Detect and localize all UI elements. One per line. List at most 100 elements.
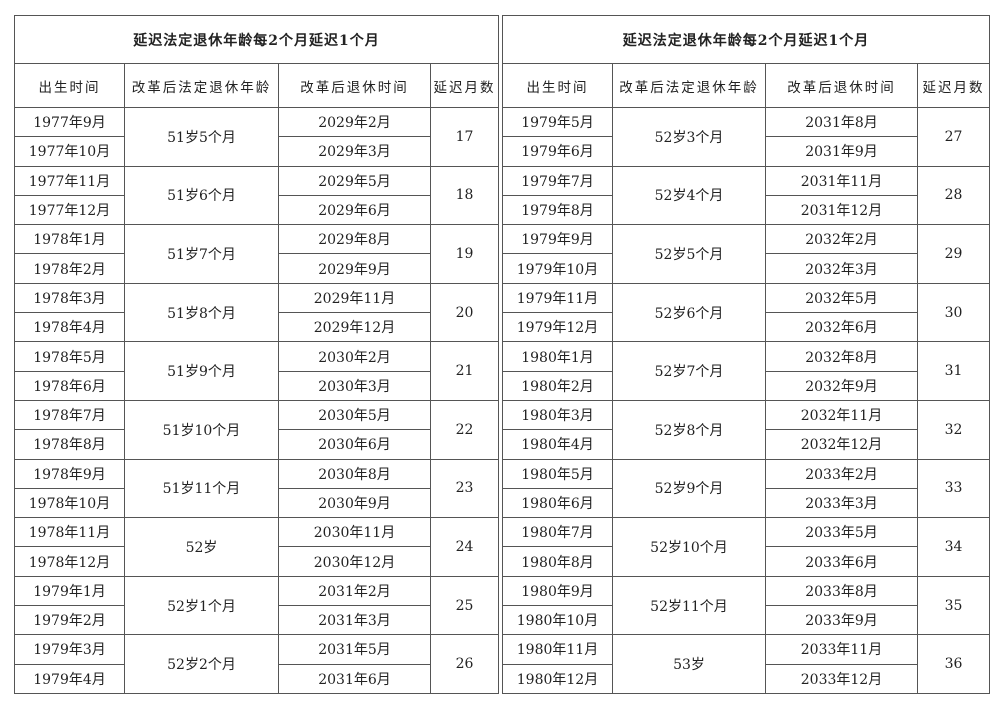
table-row: 1979年5月 52岁3个月 2031年8月 27 bbox=[502, 106, 991, 167]
retirement-date-cell: 2029年6月 bbox=[278, 194, 431, 226]
retirement-age-cell: 52岁3个月 bbox=[612, 107, 766, 167]
header-row: 出生时间 改革后法定退休年龄 改革后退休时间 延迟月数 bbox=[502, 63, 991, 108]
birth-date-cell: 1979年12月 bbox=[502, 312, 613, 343]
birth-date-cell: 1980年12月 bbox=[502, 663, 613, 694]
table-row: 1977年10月 2029年3月 bbox=[14, 136, 499, 167]
retirement-date-cell: 2033年3月 bbox=[765, 487, 918, 519]
birth-date-cell: 1980年7月 bbox=[502, 517, 613, 548]
retirement-date-cell: 2032年12月 bbox=[765, 429, 918, 460]
table-row: 1979年7月 52岁4个月 2031年11月 28 bbox=[502, 165, 991, 226]
table-row: 1978年10月 2030年9月 bbox=[14, 487, 499, 519]
retirement-date-cell: 2032年2月 bbox=[765, 224, 918, 255]
retirement-age-cell: 52岁4个月 bbox=[612, 165, 766, 226]
retirement-age-cell: 51岁10个月 bbox=[124, 399, 279, 460]
retirement-age-cell: 52岁1个月 bbox=[124, 575, 279, 636]
retirement-age-cell: 52岁11个月 bbox=[612, 575, 766, 636]
birth-date-cell: 1980年6月 bbox=[502, 487, 613, 519]
birth-date-cell: 1978年5月 bbox=[14, 341, 125, 372]
table-row: 1979年3月 52岁2个月 2031年5月 26 bbox=[14, 634, 500, 694]
table-row: 1979年8月 2031年12月 bbox=[502, 194, 990, 226]
retirement-date-cell: 2029年8月 bbox=[278, 224, 431, 255]
delay-months-cell: 27 bbox=[916, 107, 991, 167]
table-body: 延迟法定退休年龄每2个月延迟1个月 出生时间 改革后法定退休年龄 改革后退休时间 延迟月… bbox=[13, 15, 500, 694]
birth-date-cell: 1980年5月 bbox=[502, 458, 613, 489]
delay-months-cell: 21 bbox=[429, 341, 500, 401]
birth-date-cell: 1978年3月 bbox=[14, 282, 125, 314]
table-row: 1978年7月 51岁10个月 2030年5月 22 bbox=[14, 399, 500, 460]
birth-date-cell: 1977年9月 bbox=[14, 106, 125, 138]
table-row: 1978年12月 2030年12月 bbox=[14, 546, 499, 577]
table-row: 1978年6月 2030年3月 bbox=[14, 370, 499, 401]
table-row: 1978年9月 51岁11个月 2030年8月 23 bbox=[14, 458, 500, 519]
table-row: 1980年7月 52岁10个月 2033年5月 34 bbox=[502, 517, 991, 577]
title-row: 延迟法定退休年龄每2个月延迟1个月 bbox=[501, 15, 991, 64]
table-row: 1980年9月 52岁11个月 2033年8月 35 bbox=[502, 575, 991, 636]
birth-date-cell: 1977年12月 bbox=[14, 194, 125, 226]
retirement-age-cell: 52岁2个月 bbox=[124, 634, 279, 694]
retirement-age-cell: 51岁9个月 bbox=[124, 341, 279, 401]
retirement-date-cell: 2032年3月 bbox=[765, 253, 918, 284]
birth-date-cell: 1978年1月 bbox=[14, 224, 125, 255]
delay-months-cell: 19 bbox=[429, 224, 500, 284]
delay-months-cell: 17 bbox=[429, 107, 500, 167]
retirement-date-cell: 2030年2月 bbox=[278, 341, 431, 372]
retirement-date-cell: 2029年11月 bbox=[278, 282, 431, 314]
birth-date-cell: 1978年6月 bbox=[14, 370, 125, 401]
table-row: 1979年12月 2032年6月 bbox=[502, 312, 990, 343]
retirement-date-cell: 2030年11月 bbox=[278, 517, 431, 548]
column-header: 出生时间 bbox=[502, 63, 613, 108]
birth-date-cell: 1979年8月 bbox=[502, 194, 613, 226]
birth-date-cell: 1979年11月 bbox=[502, 282, 613, 314]
birth-date-cell: 1978年2月 bbox=[14, 253, 125, 284]
delay-months-cell: 30 bbox=[916, 282, 991, 343]
column-header: 改革后退休时间 bbox=[765, 63, 918, 108]
delay-months-cell: 33 bbox=[916, 458, 991, 519]
birth-date-cell: 1980年8月 bbox=[502, 546, 613, 577]
retirement-date-cell: 2032年11月 bbox=[765, 399, 918, 431]
birth-date-cell: 1979年2月 bbox=[14, 605, 125, 636]
retirement-date-cell: 2029年12月 bbox=[278, 312, 431, 343]
birth-date-cell: 1978年8月 bbox=[14, 429, 125, 460]
birth-date-cell: 1978年11月 bbox=[14, 517, 125, 548]
table-row: 1979年9月 52岁5个月 2032年2月 29 bbox=[502, 224, 991, 284]
table-row: 1980年12月 2033年12月 bbox=[502, 663, 990, 694]
delay-months-cell: 34 bbox=[916, 517, 991, 577]
retirement-date-cell: 2031年3月 bbox=[278, 605, 431, 636]
table-row: 1979年11月 52岁6个月 2032年5月 30 bbox=[502, 282, 991, 343]
table-row: 1980年11月 53岁 2033年11月 36 bbox=[502, 634, 991, 694]
column-header: 改革后法定退休年龄 bbox=[612, 63, 766, 108]
birth-date-cell: 1978年7月 bbox=[14, 399, 125, 431]
column-header: 改革后法定退休年龄 bbox=[124, 63, 279, 108]
birth-date-cell: 1978年10月 bbox=[14, 487, 125, 519]
retirement-age-cell: 52岁5个月 bbox=[612, 224, 766, 284]
birth-date-cell: 1979年9月 bbox=[502, 224, 613, 255]
table-body: 延迟法定退休年龄每2个月延迟1个月 出生时间 改革后法定退休年龄 改革后退休时间 延迟月… bbox=[501, 15, 991, 694]
delay-months-cell: 25 bbox=[429, 575, 500, 636]
retirement-age-cell: 52岁 bbox=[124, 517, 279, 577]
birth-date-cell: 1980年1月 bbox=[502, 341, 613, 372]
delay-months-cell: 35 bbox=[916, 575, 991, 636]
delay-months-cell: 29 bbox=[916, 224, 991, 284]
delay-months-cell: 26 bbox=[429, 634, 500, 694]
retirement-date-cell: 2031年9月 bbox=[765, 136, 918, 167]
retirement-date-cell: 2030年8月 bbox=[278, 458, 431, 489]
delay-months-cell: 36 bbox=[916, 634, 991, 694]
delay-months-cell: 28 bbox=[916, 165, 991, 226]
table-title: 延迟法定退休年龄每2个月延迟1个月 bbox=[501, 15, 991, 64]
birth-date-cell: 1979年3月 bbox=[14, 634, 125, 665]
table-row: 1980年1月 52岁7个月 2032年8月 31 bbox=[502, 341, 991, 401]
table-row: 1980年3月 52岁8个月 2032年11月 32 bbox=[502, 399, 991, 460]
delay-months-cell: 18 bbox=[429, 165, 500, 226]
table-row: 1977年12月 2029年6月 bbox=[14, 194, 499, 226]
birth-date-cell: 1980年3月 bbox=[502, 399, 613, 431]
birth-date-cell: 1979年10月 bbox=[502, 253, 613, 284]
title-row: 延迟法定退休年龄每2个月延迟1个月 bbox=[13, 15, 500, 64]
retirement-date-cell: 2030年5月 bbox=[278, 399, 431, 431]
birth-date-cell: 1979年5月 bbox=[502, 106, 613, 138]
retirement-date-cell: 2032年9月 bbox=[765, 370, 918, 401]
birth-date-cell: 1980年10月 bbox=[502, 605, 613, 636]
table-row: 1977年11月 51岁6个月 2029年5月 18 bbox=[14, 165, 500, 226]
birth-date-cell: 1980年4月 bbox=[502, 429, 613, 460]
birth-date-cell: 1978年9月 bbox=[14, 458, 125, 489]
delay-months-cell: 22 bbox=[429, 399, 500, 460]
